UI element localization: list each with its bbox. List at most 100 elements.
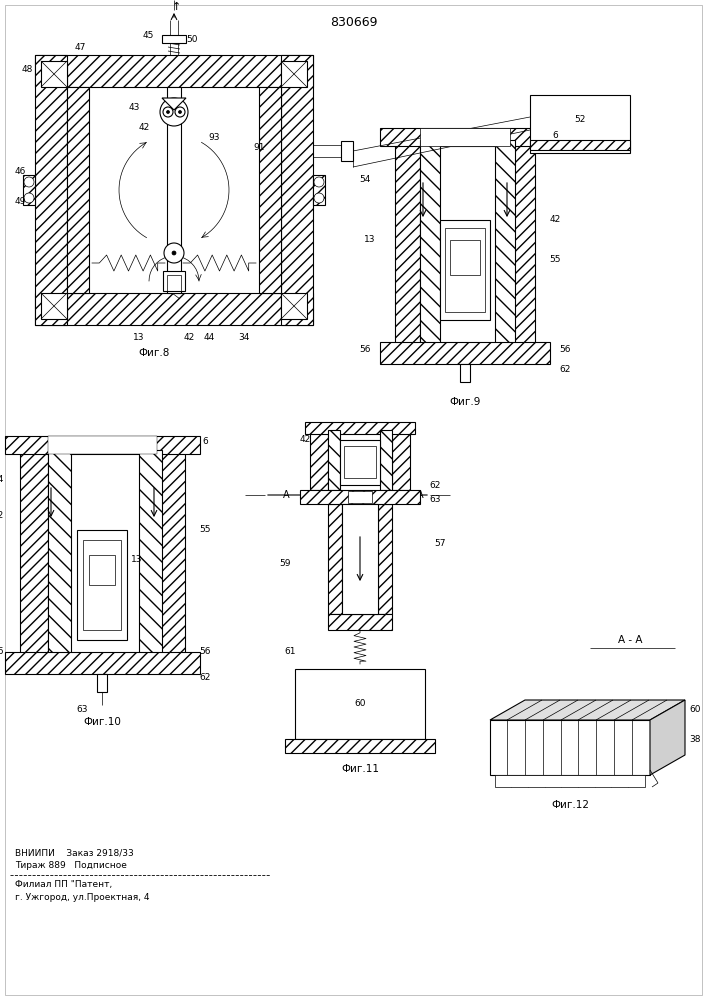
Bar <box>495 140 515 360</box>
Text: 62: 62 <box>559 365 571 374</box>
Text: Филиал ПП "Патент,: Филиал ПП "Патент, <box>15 880 112 890</box>
Bar <box>162 35 186 43</box>
Text: 48: 48 <box>22 66 33 75</box>
Circle shape <box>314 193 324 203</box>
Polygon shape <box>490 700 685 720</box>
Bar <box>328 430 340 490</box>
Bar <box>395 140 420 360</box>
Bar <box>259 87 281 293</box>
Text: 52: 52 <box>574 115 585 124</box>
Bar <box>157 450 185 670</box>
Text: 56: 56 <box>199 648 211 656</box>
Bar <box>420 140 440 360</box>
Bar <box>139 450 162 670</box>
Text: 42: 42 <box>139 122 150 131</box>
Polygon shape <box>162 98 186 110</box>
Circle shape <box>178 110 182 113</box>
Polygon shape <box>490 720 650 775</box>
Text: 34: 34 <box>238 332 250 342</box>
Text: 60: 60 <box>689 706 701 714</box>
Text: 45: 45 <box>143 30 154 39</box>
Text: 38: 38 <box>689 736 701 744</box>
Text: Фиг.8: Фиг.8 <box>139 348 170 358</box>
Bar <box>281 61 307 87</box>
Circle shape <box>172 251 176 255</box>
Bar <box>67 87 89 293</box>
Text: 56: 56 <box>0 648 4 656</box>
Bar <box>392 430 410 490</box>
Bar <box>344 446 376 478</box>
Bar <box>89 555 115 585</box>
Text: 54: 54 <box>359 176 370 184</box>
Text: 47: 47 <box>74 42 86 51</box>
Text: 56: 56 <box>559 346 571 355</box>
Bar <box>35 55 67 325</box>
Bar <box>83 540 121 630</box>
Bar <box>281 55 313 325</box>
Text: 60: 60 <box>354 700 366 708</box>
Circle shape <box>163 107 173 117</box>
Bar <box>342 504 378 614</box>
Text: 44: 44 <box>204 332 215 342</box>
Bar <box>510 140 535 360</box>
Bar <box>440 220 490 320</box>
Text: Фиг.11: Фиг.11 <box>341 764 379 774</box>
Bar <box>380 128 550 146</box>
Bar <box>41 293 67 319</box>
Bar <box>281 293 307 319</box>
Bar <box>20 450 48 670</box>
Bar <box>340 440 380 485</box>
Text: 46: 46 <box>14 167 25 176</box>
Circle shape <box>24 193 34 203</box>
Text: 61: 61 <box>284 648 296 656</box>
Text: 42: 42 <box>299 436 310 444</box>
Bar <box>445 228 485 312</box>
Text: 42: 42 <box>0 510 4 520</box>
Text: 91: 91 <box>253 143 264 152</box>
Bar <box>328 614 392 630</box>
Bar <box>328 504 342 614</box>
Text: 50: 50 <box>186 35 198 44</box>
Text: Тираж 889   Подписное: Тираж 889 Подписное <box>15 860 127 869</box>
Circle shape <box>175 107 185 117</box>
Circle shape <box>167 110 170 113</box>
Bar <box>35 55 313 87</box>
Bar <box>5 436 200 454</box>
Circle shape <box>164 243 184 263</box>
Bar <box>310 430 328 490</box>
Bar <box>167 275 181 291</box>
Text: 6: 6 <box>552 130 558 139</box>
Text: 56: 56 <box>359 346 370 355</box>
Circle shape <box>314 177 324 187</box>
Text: 57: 57 <box>434 540 445 548</box>
Bar <box>97 674 107 692</box>
Text: ↑: ↑ <box>171 2 181 12</box>
Text: 54: 54 <box>0 476 4 485</box>
Text: 830669: 830669 <box>330 15 378 28</box>
Text: 42: 42 <box>549 216 561 225</box>
Text: 13: 13 <box>364 235 375 244</box>
Text: 42: 42 <box>183 332 194 342</box>
Text: 13: 13 <box>354 440 366 450</box>
Text: 59: 59 <box>279 560 291 568</box>
Text: 62: 62 <box>429 481 440 489</box>
Text: г. Ужгород, ул.Проектная, 4: г. Ужгород, ул.Проектная, 4 <box>15 892 149 902</box>
Bar <box>341 141 353 161</box>
Bar <box>295 669 425 739</box>
Bar <box>530 95 630 153</box>
Bar <box>348 491 372 503</box>
Text: 55: 55 <box>199 526 211 534</box>
Text: А: А <box>284 490 290 500</box>
Bar <box>41 61 67 87</box>
Bar <box>495 775 645 787</box>
Text: А - А: А - А <box>618 635 642 645</box>
Text: А: А <box>416 490 423 500</box>
Bar <box>35 293 313 325</box>
Text: 43: 43 <box>128 103 140 111</box>
Bar <box>48 450 71 670</box>
Bar <box>167 87 181 293</box>
Text: 49: 49 <box>14 198 25 207</box>
Bar <box>530 140 630 150</box>
Text: Фиг.12: Фиг.12 <box>551 800 589 810</box>
Bar <box>420 128 510 146</box>
